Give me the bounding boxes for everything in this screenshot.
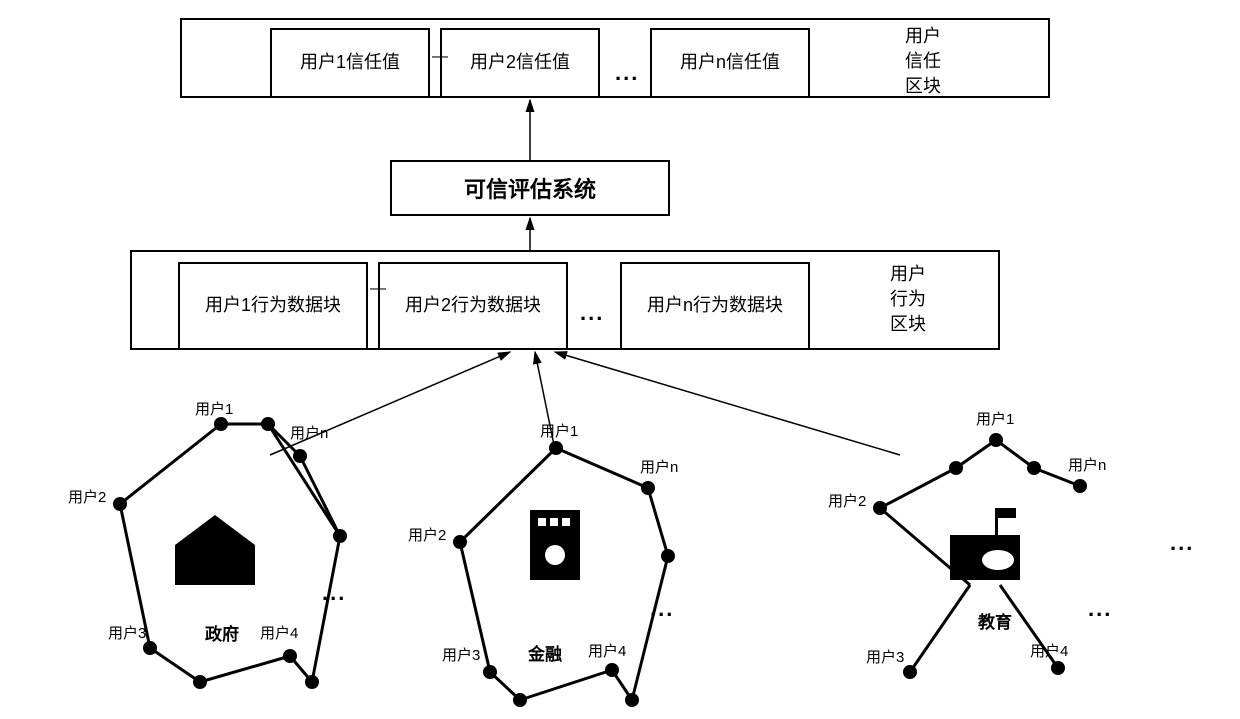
behavior-ellipsis: ... [580,300,604,326]
trust-cell: 用户1信任值 [270,28,430,96]
trusted-evaluation-system: 可信评估系统 [390,160,670,216]
cluster-ellipsis: ... [1088,596,1112,622]
building-icon [510,500,600,590]
cluster-name: 教育 [978,608,1012,633]
cluster-name: 金融 [528,640,562,665]
behavior-cell: 用户2行为数据块 [378,262,568,348]
user-node [1073,479,1087,493]
node-dot [261,417,275,431]
user-label: 用户2 [68,486,106,507]
behavior-cell: 用户1行为数据块 [178,262,368,348]
user-label: 用户4 [588,640,626,661]
cluster-ellipsis: ... [322,580,346,606]
node-dot [193,675,207,689]
trust-cell: 用户2信任值 [440,28,600,96]
user-node [143,641,157,655]
building-icon [170,510,260,600]
user-label: 用户4 [260,622,298,643]
user-label: 用户2 [828,490,866,511]
node-dot [1027,461,1041,475]
user-node [113,497,127,511]
node-dot [305,675,319,689]
user-label: 用户4 [1030,640,1068,661]
user-label: 用户3 [108,622,146,643]
user-label: 用户n [290,422,328,443]
user-node [293,449,307,463]
user-node [903,665,917,679]
user-label: 用户1 [540,420,578,441]
user-label: 用户1 [976,408,1014,429]
node-dot [513,693,527,707]
user-label: 用户3 [442,644,480,665]
behavior-block-side-label: 用户 行为 区块 [890,262,926,338]
user-node [283,649,297,663]
trust-block-side-label: 用户 信任 区块 [905,24,941,100]
node-dot [949,461,963,475]
user-node [1051,661,1065,675]
trust-ellipsis: ... [615,60,639,86]
user-label: 用户3 [866,646,904,667]
user-node [549,441,563,455]
connection-lines [0,0,1240,719]
trust-cell: 用户n信任值 [650,28,810,96]
cluster-ellipsis: ... [650,596,674,622]
cluster-name: 政府 [205,620,239,645]
trust-dash: — [432,48,448,66]
behavior-dash: — [370,280,386,298]
user-node [483,665,497,679]
node-dot [333,529,347,543]
user-node [989,433,1003,447]
user-node [214,417,228,431]
user-node [873,501,887,515]
building-icon [940,500,1030,590]
user-label: 用户1 [195,398,233,419]
user-node [641,481,655,495]
user-label: 用户n [1068,454,1106,475]
behavior-cell: 用户n行为数据块 [620,262,810,348]
user-label: 用户2 [408,524,446,545]
page-ellipsis: ... [1170,530,1194,556]
node-dot [625,693,639,707]
user-node [453,535,467,549]
node-dot [661,549,675,563]
user-label: 用户n [640,456,678,477]
user-node [605,663,619,677]
